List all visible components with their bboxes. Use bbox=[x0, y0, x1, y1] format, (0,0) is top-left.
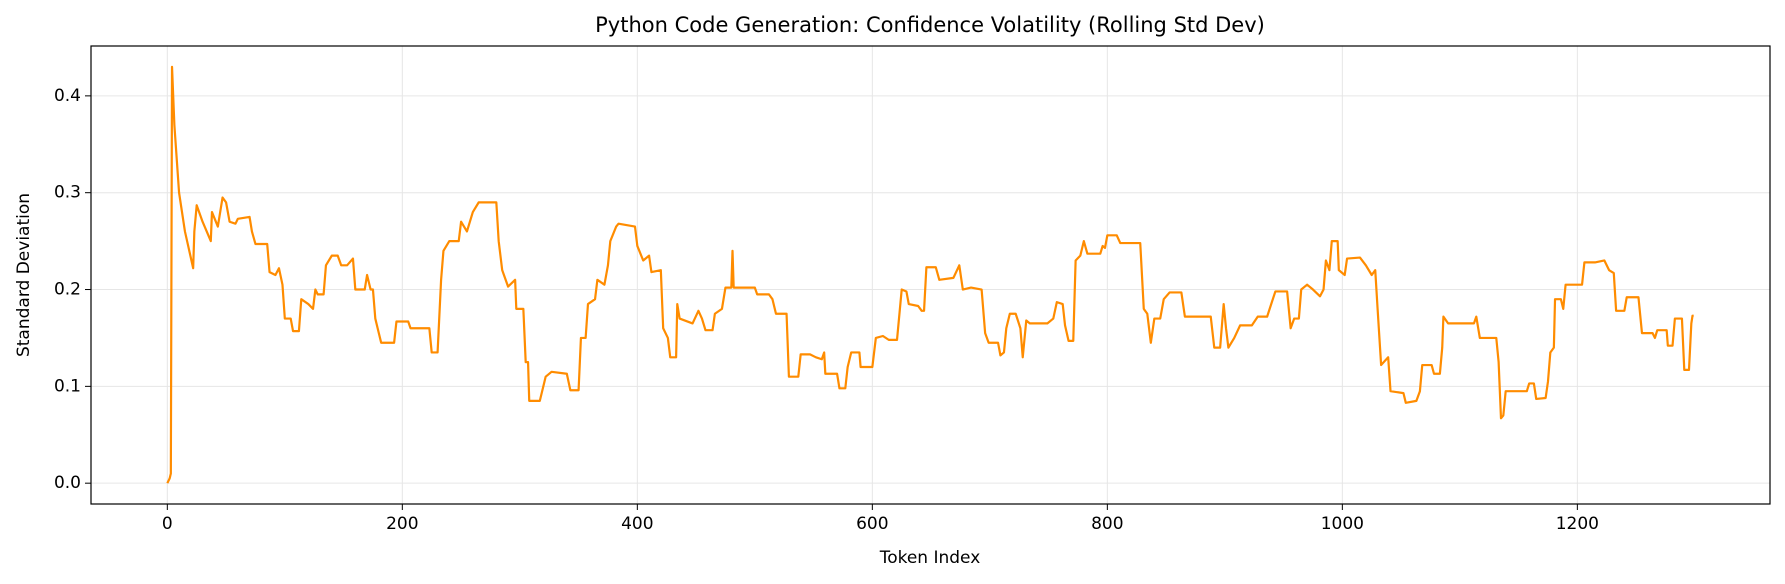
grid bbox=[91, 46, 1770, 504]
x-tick-label: 0 bbox=[162, 514, 173, 534]
x-tick-label: 1000 bbox=[1321, 514, 1364, 534]
x-tick-label: 1200 bbox=[1556, 514, 1599, 534]
y-tick-label: 0.1 bbox=[54, 376, 81, 396]
y-tick-label: 0.3 bbox=[54, 183, 81, 203]
plot-area bbox=[166, 65, 1694, 484]
ticks: 0 200 400 600 800 1000 1200 0.0 0.1 0.2 0.3 0.4 bbox=[54, 86, 1599, 534]
data-line bbox=[166, 65, 1694, 484]
x-tick-label: 200 bbox=[386, 514, 418, 534]
y-axis-label: Standard Deviation bbox=[14, 193, 34, 357]
axes-frame bbox=[90, 45, 1771, 505]
y-tick-label: 0.2 bbox=[54, 280, 81, 300]
y-tick-label: 0.4 bbox=[54, 86, 81, 106]
chart-title: Python Code Generation: Confidence Volat… bbox=[595, 13, 1265, 37]
x-tick-label: 400 bbox=[621, 514, 653, 534]
x-axis-label: Token Index bbox=[879, 548, 981, 568]
x-tick-label: 600 bbox=[856, 514, 888, 534]
y-tick-label: 0.0 bbox=[54, 473, 81, 493]
x-tick-label: 800 bbox=[1091, 514, 1123, 534]
